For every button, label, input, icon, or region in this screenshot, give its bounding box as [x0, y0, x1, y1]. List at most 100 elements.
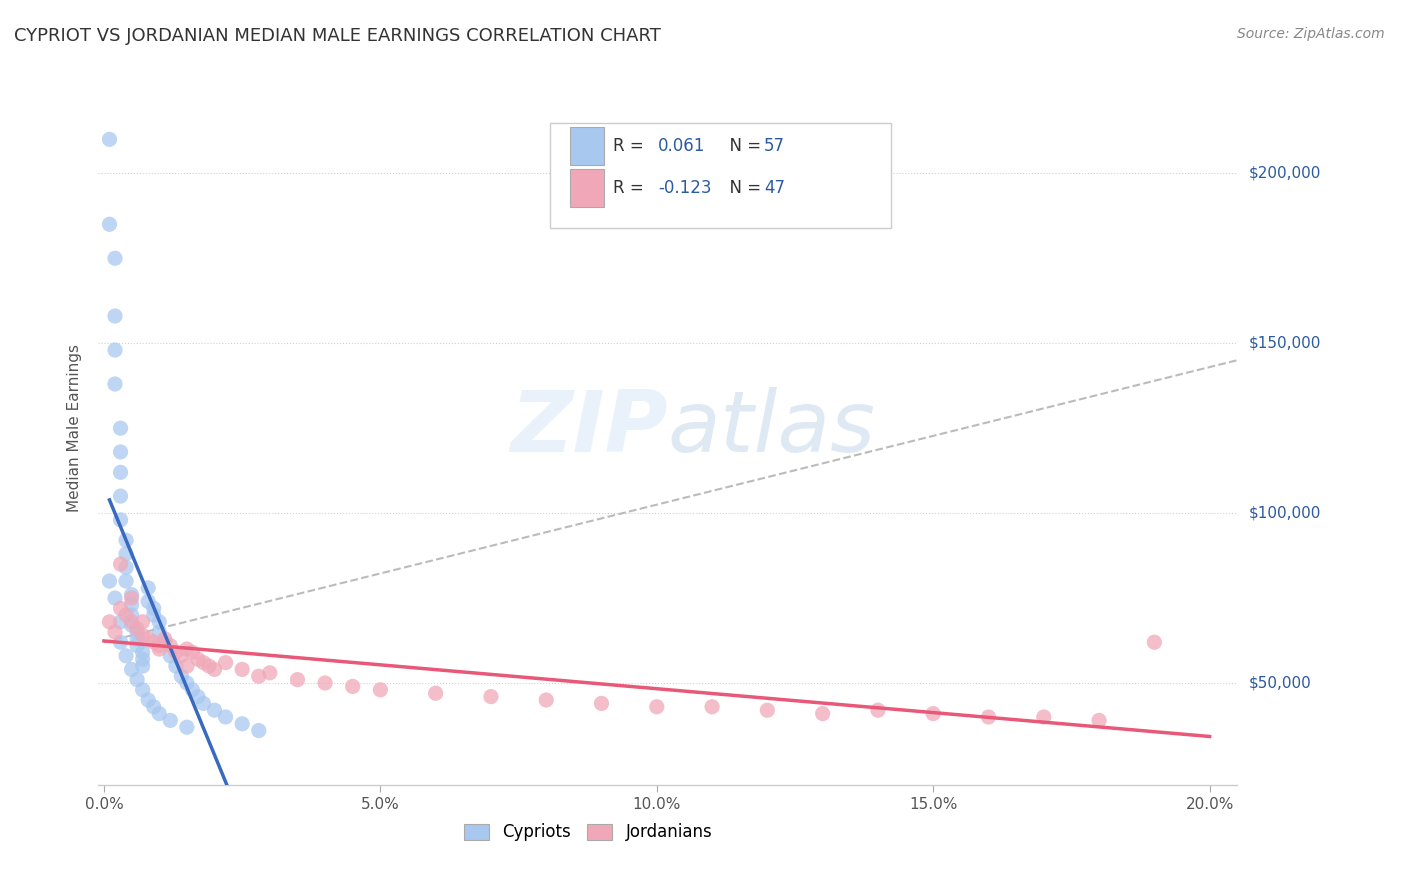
Point [110, 513, 132, 527]
Point [110, 615, 132, 629]
Text: R =: R = [613, 179, 650, 197]
Point [131, 652, 153, 666]
Point [131, 645, 153, 659]
Point [181, 645, 204, 659]
Point [115, 648, 138, 663]
Point [425, 686, 447, 700]
Point [104, 309, 127, 323]
Point [214, 710, 236, 724]
Point [131, 682, 153, 697]
Text: 57: 57 [763, 136, 785, 155]
Point [110, 421, 132, 435]
Text: ZIP: ZIP [510, 386, 668, 470]
Point [645, 699, 668, 714]
Point [342, 680, 364, 694]
Point [127, 622, 149, 636]
Y-axis label: Median Male Earnings: Median Male Earnings [67, 344, 83, 512]
Point [121, 615, 143, 629]
Point [127, 632, 149, 646]
Point [121, 591, 143, 605]
Point [153, 635, 176, 649]
Point [811, 706, 834, 721]
Point [148, 706, 170, 721]
Point [198, 659, 221, 673]
Point [287, 673, 309, 687]
Point [121, 608, 143, 623]
Point [148, 625, 170, 640]
Point [110, 635, 132, 649]
Point [1088, 714, 1111, 728]
Point [591, 697, 613, 711]
Text: N =: N = [718, 179, 766, 197]
Point [187, 690, 209, 704]
Point [121, 662, 143, 676]
Point [159, 714, 181, 728]
Point [259, 665, 281, 680]
Point [142, 635, 165, 649]
Point [247, 669, 270, 683]
Point [1143, 635, 1166, 649]
Point [922, 706, 945, 721]
Point [534, 693, 557, 707]
Point [204, 662, 226, 676]
Point [170, 648, 193, 663]
Point [170, 669, 193, 683]
Point [159, 648, 181, 663]
Legend: Cypriots, Jordanians: Cypriots, Jordanians [457, 817, 720, 848]
Point [136, 581, 159, 595]
Point [104, 376, 127, 391]
Point [187, 652, 209, 666]
Point [121, 598, 143, 612]
Point [98, 132, 121, 146]
Point [104, 625, 127, 640]
Point [148, 639, 170, 653]
Point [231, 716, 253, 731]
Point [131, 628, 153, 642]
Text: 0.061: 0.061 [658, 136, 706, 155]
Point [479, 690, 502, 704]
Text: 47: 47 [763, 179, 785, 197]
Point [148, 615, 170, 629]
Point [181, 682, 204, 697]
Point [98, 574, 121, 588]
Text: $150,000: $150,000 [1249, 335, 1320, 351]
Point [121, 588, 143, 602]
Point [136, 693, 159, 707]
Point [148, 642, 170, 657]
Text: Source: ZipAtlas.com: Source: ZipAtlas.com [1237, 27, 1385, 41]
Point [176, 642, 198, 657]
Point [127, 639, 149, 653]
Point [176, 659, 198, 673]
Point [115, 547, 138, 561]
Point [110, 466, 132, 480]
Point [98, 217, 121, 231]
Text: R =: R = [613, 136, 650, 155]
Point [115, 608, 138, 623]
Point [131, 615, 153, 629]
Point [204, 703, 226, 717]
Point [700, 699, 723, 714]
Point [142, 699, 165, 714]
Text: $100,000: $100,000 [1249, 506, 1320, 521]
Point [127, 625, 149, 640]
Text: N =: N = [718, 136, 766, 155]
Point [131, 659, 153, 673]
Point [110, 445, 132, 459]
Point [176, 676, 198, 690]
Point [136, 632, 159, 646]
Point [247, 723, 270, 738]
Text: $50,000: $50,000 [1249, 675, 1312, 690]
Text: -0.123: -0.123 [658, 179, 711, 197]
Point [153, 632, 176, 646]
Point [136, 594, 159, 608]
Point [142, 608, 165, 623]
Point [115, 560, 138, 574]
Text: $200,000: $200,000 [1249, 166, 1320, 181]
Point [104, 252, 127, 266]
Point [756, 703, 779, 717]
Point [115, 574, 138, 588]
Point [142, 601, 165, 615]
Point [115, 533, 138, 548]
Point [104, 343, 127, 357]
Point [159, 639, 181, 653]
